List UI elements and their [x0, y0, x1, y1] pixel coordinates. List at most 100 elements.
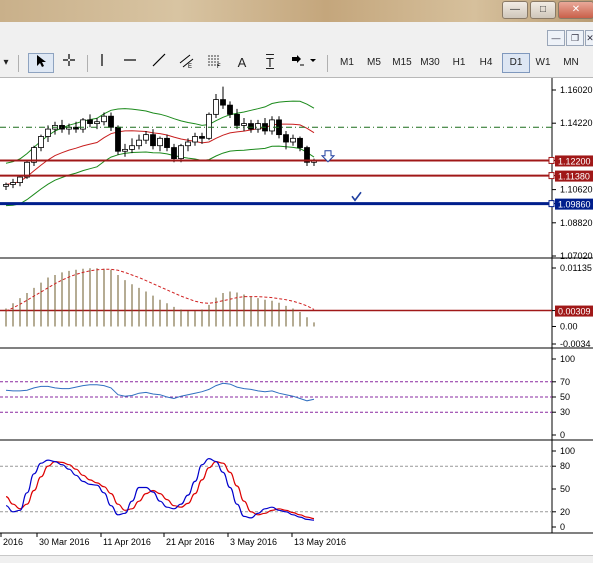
candle-body[interactable] [101, 115, 107, 123]
candle-body[interactable] [171, 147, 177, 160]
arrows-icon[interactable] [288, 53, 320, 73]
timeframe-d1[interactable]: D1 [502, 53, 530, 73]
price-tick-label: 1.08820 [560, 218, 593, 228]
candle-body[interactable] [115, 126, 121, 152]
rsi-tick-label: 0 [560, 430, 565, 440]
candle-body[interactable] [150, 134, 156, 147]
candle-body[interactable] [157, 137, 163, 147]
price-tick-label: 1.16020 [560, 85, 593, 95]
timeframe-h4[interactable]: H4 [479, 57, 493, 68]
macd-tick-label: 0.01135 [560, 263, 592, 273]
timeframe-m1[interactable]: M1 [340, 57, 354, 68]
trendline-icon[interactable] [148, 53, 170, 73]
text-icon[interactable]: A [237, 55, 247, 70]
candle-body[interactable] [10, 182, 16, 185]
candle-body[interactable] [206, 113, 212, 139]
level-handle[interactable] [548, 156, 555, 164]
chart-restore-icon[interactable]: ❐ [566, 30, 584, 46]
horizontal-line-icon[interactable] [120, 53, 140, 73]
candle-body[interactable] [31, 147, 37, 163]
candle-body[interactable] [227, 104, 233, 115]
level-label-box [555, 155, 593, 167]
level-label: 1.11380 [558, 172, 590, 182]
x-axis-label: 11 Apr 2016 [103, 537, 151, 547]
close-icon[interactable]: ✕ [558, 1, 593, 19]
cursor-arrow-icon[interactable] [28, 53, 54, 73]
chart-minimize-icon[interactable]: — [547, 30, 565, 46]
svg-text:F: F [217, 64, 221, 69]
vertical-line-icon[interactable] [92, 53, 112, 73]
timeframe-mn[interactable]: MN [563, 57, 579, 68]
candle-body[interactable] [24, 161, 30, 178]
candle-body[interactable] [234, 113, 240, 126]
timeframe-m30[interactable]: M30 [420, 57, 440, 68]
candle-body[interactable] [143, 134, 149, 141]
x-axis-label: 13 May 2016 [294, 537, 346, 547]
check-mark-icon[interactable] [351, 191, 362, 202]
level-label: 1.09860 [558, 200, 591, 210]
fibonacci-icon[interactable]: F [204, 53, 226, 73]
candle-body[interactable] [199, 136, 205, 139]
candle-body[interactable] [94, 121, 100, 124]
horizontal-scrollbar[interactable] [0, 555, 593, 563]
candle-body[interactable] [241, 123, 247, 126]
timeframe-m5[interactable]: M5 [367, 57, 381, 68]
candle-body[interactable] [38, 136, 44, 148]
equidistant-channel-icon[interactable]: E [176, 53, 198, 73]
rsi-panel: 100 70 50 30 0 [0, 354, 575, 440]
panel-background-1 [0, 260, 552, 348]
candle-body[interactable] [192, 136, 198, 143]
candle-body[interactable] [122, 148, 128, 152]
stoch-tick-label: 50 [560, 484, 570, 494]
candle-body[interactable] [108, 115, 114, 128]
candle-body[interactable] [248, 123, 254, 130]
timeframe-m15[interactable]: M15 [392, 57, 412, 68]
text-label-icon[interactable]: T [266, 55, 274, 70]
candle-body[interactable] [80, 119, 86, 130]
candle-body[interactable] [290, 137, 296, 143]
stoch-tick-label: 80 [560, 461, 570, 471]
candle-body[interactable] [87, 119, 93, 124]
timeframe-h1[interactable]: H1 [452, 57, 466, 68]
candle-body[interactable] [73, 126, 79, 130]
candle-body[interactable] [283, 134, 289, 143]
candle-body[interactable] [164, 137, 170, 148]
x-axis-label: 21 Apr 2016 [166, 537, 215, 547]
candle-body[interactable] [17, 176, 23, 183]
level-label: 1.12200 [558, 156, 591, 166]
candle-body[interactable] [304, 147, 310, 163]
down-arrow-icon[interactable] [320, 150, 336, 163]
candle-body[interactable] [178, 145, 184, 160]
x-axis-label: 30 Mar 2016 [39, 537, 90, 547]
macd-tick-label: -0.0034 [560, 339, 591, 349]
timeframe-w1[interactable]: W1 [535, 57, 551, 68]
chart-close-icon[interactable]: ✕ [585, 30, 593, 46]
candle-body[interactable] [45, 128, 51, 137]
stochastic-panel: 100 80 50 20 0 [0, 446, 575, 532]
macd-tick-label: 0.00 [560, 321, 578, 331]
terminal-title-bar: — □ ✕ [0, 0, 593, 22]
level-handle[interactable] [548, 200, 555, 208]
macd-level-box [555, 305, 593, 317]
candle-body[interactable] [136, 139, 142, 147]
minimize-icon[interactable]: — [502, 1, 528, 19]
macd-level-label: 0.00309 [558, 307, 591, 317]
candle-body[interactable] [3, 184, 9, 187]
drawing-toolbar: ▾ E F A T M1 M5 M15 M30 H1 H4 D1 W1 MN [0, 50, 593, 78]
chart-area[interactable]: 1.16020 1.14220 1.12200 1.11380 1.10620 1.098… [0, 78, 593, 555]
candle-body[interactable] [220, 99, 226, 106]
price-tick-label: 1.10620 [560, 185, 593, 195]
toolbar-dropdown-icon[interactable]: ▾ [3, 57, 9, 68]
candle-body[interactable] [255, 123, 261, 130]
price-tick-label: 1.07020 [560, 251, 593, 261]
rsi-tick-label: 70 [560, 377, 570, 387]
candle-body[interactable] [297, 137, 303, 148]
candle-body[interactable] [269, 119, 275, 132]
crosshair-icon[interactable] [58, 53, 80, 73]
candle-body[interactable] [213, 99, 219, 115]
maximize-icon[interactable]: □ [530, 1, 556, 19]
candle-body[interactable] [185, 141, 191, 147]
level-handle[interactable] [548, 172, 555, 180]
candle-body[interactable] [129, 145, 135, 150]
